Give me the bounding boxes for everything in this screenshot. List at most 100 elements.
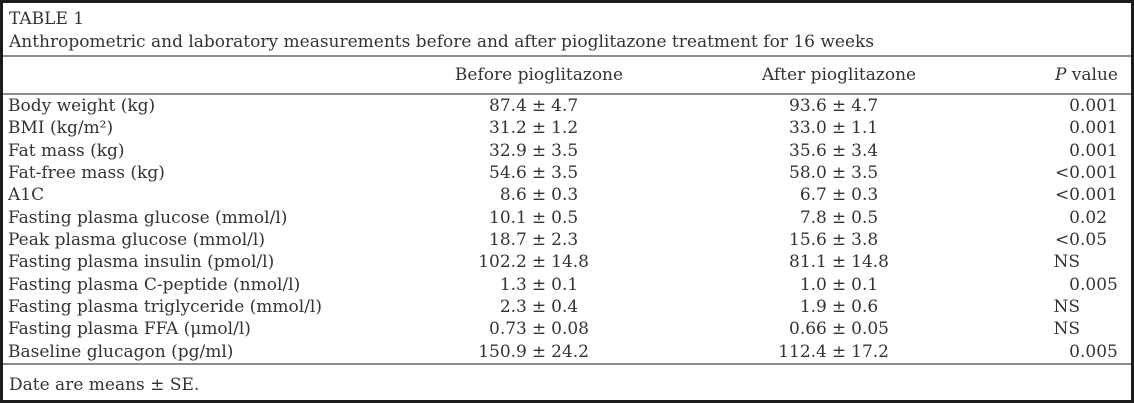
row-label: Fasting plasma C-peptide (nmol/l): [8, 274, 301, 295]
p-value-integer-part: 0: [1069, 96, 1080, 117]
after-se: 0.3: [851, 185, 879, 206]
before-mean: 32.9: [489, 140, 527, 161]
p-value-decimal-part: .001: [1080, 163, 1118, 184]
p-value-integer-part: 0: [1069, 140, 1080, 161]
p-value-decimal-part: .02: [1080, 207, 1108, 228]
table-row: Body weight (kg) 87.4 ±4.7 93.6 ±4.7 0.001: [3, 95, 1131, 117]
p-value: 0.001: [986, 118, 1131, 138]
before-mean: 31.2: [489, 118, 527, 139]
after-mean: 1.9: [799, 297, 827, 318]
before-se: 4.7: [551, 96, 579, 117]
plus-minus-sign: ±: [531, 252, 547, 273]
p-value-decimal-part: .001: [1080, 96, 1118, 117]
p-value-integer-part: <0: [1054, 230, 1080, 251]
plus-minus-sign: ±: [831, 140, 847, 161]
p-value-decimal-part: .005: [1080, 274, 1118, 295]
plus-minus-sign: ±: [831, 230, 847, 251]
after-value: 6.7 ±0.3: [692, 185, 986, 205]
before-mean: 8.6: [499, 185, 527, 206]
after-mean: 7.8: [799, 207, 827, 228]
p-value: 0.005: [986, 342, 1131, 362]
plus-minus-sign: ±: [531, 118, 547, 139]
before-se: 14.8: [551, 252, 589, 273]
table-row: Baseline glucagon (pg/ml) 150.9 ±24.2 112…: [3, 341, 1131, 363]
after-se: 17.2: [851, 341, 889, 362]
table-body: Body weight (kg) 87.4 ±4.7 93.6 ±4.7 0.001…: [3, 95, 1131, 363]
after-value: 1.0 ±0.1: [692, 275, 986, 295]
rule-top: [3, 55, 1131, 57]
p-value-integer-part: NS: [1053, 252, 1080, 273]
rule-bottom: [3, 362, 1131, 365]
plus-minus-sign: ±: [831, 118, 847, 139]
row-label: Body weight (kg): [8, 96, 156, 117]
plus-minus-sign: ±: [531, 96, 547, 117]
plus-minus-sign: ±: [831, 163, 847, 184]
after-se: 4.7: [851, 96, 879, 117]
after-value: 93.6 ±4.7: [692, 96, 986, 116]
p-value: <0.001: [986, 185, 1131, 205]
row-label: Fasting plasma FFA (μmol/l): [8, 319, 251, 340]
before-se: 2.3: [551, 230, 579, 251]
row-label: Fat-free mass (kg): [8, 163, 165, 184]
after-value: 81.1 ±14.8: [692, 252, 986, 272]
table-caption-block: TABLE 1 Anthropometric and laboratory me…: [3, 3, 1131, 55]
plus-minus-sign: ±: [531, 341, 547, 362]
before-value: 32.9 ±3.5: [386, 141, 692, 161]
before-value: 87.4 ±4.7: [386, 96, 692, 116]
p-value-decimal-part: .001: [1080, 140, 1118, 161]
p-value: NS: [986, 252, 1131, 272]
after-value: 58.0 ±3.5: [692, 163, 986, 183]
header-p-value: P value: [986, 65, 1131, 85]
table-footnote: Date are means ± SE.: [9, 374, 200, 395]
before-value: 102.2 ±14.8: [386, 252, 692, 272]
row-label: A1C: [8, 185, 45, 206]
before-mean: 0.73: [489, 319, 527, 340]
p-value-word: value: [1066, 65, 1118, 85]
table-row: Fasting plasma insulin (pmol/l) 102.2 ±14…: [3, 251, 1131, 273]
row-label: Fasting plasma triglyceride (mmol/l): [8, 297, 322, 318]
p-value-integer-part: <0: [1054, 163, 1080, 184]
plus-minus-sign: ±: [531, 185, 547, 206]
before-value: 150.9 ±24.2: [386, 342, 692, 362]
before-mean: 10.1: [489, 207, 527, 228]
before-value: 10.1 ±0.5: [386, 208, 692, 228]
after-value: 1.9 ±0.6: [692, 297, 986, 317]
before-mean: 102.2: [478, 252, 527, 273]
before-se: 0.08: [551, 319, 589, 340]
plus-minus-sign: ±: [831, 297, 847, 318]
p-value: 0.001: [986, 141, 1131, 161]
table-row: Fasting plasma glucose (mmol/l) 10.1 ±0.5…: [3, 207, 1131, 229]
after-mean: 0.66: [789, 319, 827, 340]
p-value-integer-part: <0: [1054, 185, 1080, 206]
before-se: 0.3: [551, 185, 579, 206]
before-value: 54.6 ±3.5: [386, 163, 692, 183]
plus-minus-sign: ±: [531, 163, 547, 184]
header-before-pioglitazone: Before pioglitazone: [454, 65, 624, 85]
plus-minus-sign: ±: [831, 96, 847, 117]
after-se: 0.05: [851, 319, 889, 340]
after-se: 3.8: [851, 230, 879, 251]
table-row: A1C 8.6 ±0.3 6.7 ±0.3 <0.001: [3, 184, 1131, 206]
table-row: Fat-free mass (kg) 54.6 ±3.5 58.0 ±3.5 <0.…: [3, 162, 1131, 184]
table-row: BMI (kg/m²) 31.2 ±1.2 33.0 ±1.1 0.001: [3, 117, 1131, 139]
after-value: 15.6 ±3.8: [692, 230, 986, 250]
p-value-decimal-part: .005: [1080, 341, 1118, 362]
p-value: <0.05: [986, 230, 1131, 250]
before-value: 1.3 ±0.1: [386, 275, 692, 295]
p-value: 0.02: [986, 208, 1131, 228]
header-row: Before pioglitazone After pioglitazone P…: [3, 57, 1131, 93]
after-se: 3.5: [851, 163, 879, 184]
plus-minus-sign: ±: [531, 140, 547, 161]
row-label: BMI (kg/m²): [8, 118, 114, 139]
after-se: 3.4: [851, 140, 879, 161]
p-value-integer-part: NS: [1053, 319, 1080, 340]
p-value-integer-part: 0: [1069, 341, 1080, 362]
table-label: TABLE 1: [9, 9, 85, 29]
p-value-integer-part: NS: [1053, 297, 1080, 318]
plus-minus-sign: ±: [531, 319, 547, 340]
row-label: Fasting plasma glucose (mmol/l): [8, 207, 288, 228]
before-value: 31.2 ±1.2: [386, 118, 692, 138]
plus-minus-sign: ±: [831, 252, 847, 273]
after-se: 1.1: [851, 118, 879, 139]
p-value-integer-part: 0: [1069, 207, 1080, 228]
